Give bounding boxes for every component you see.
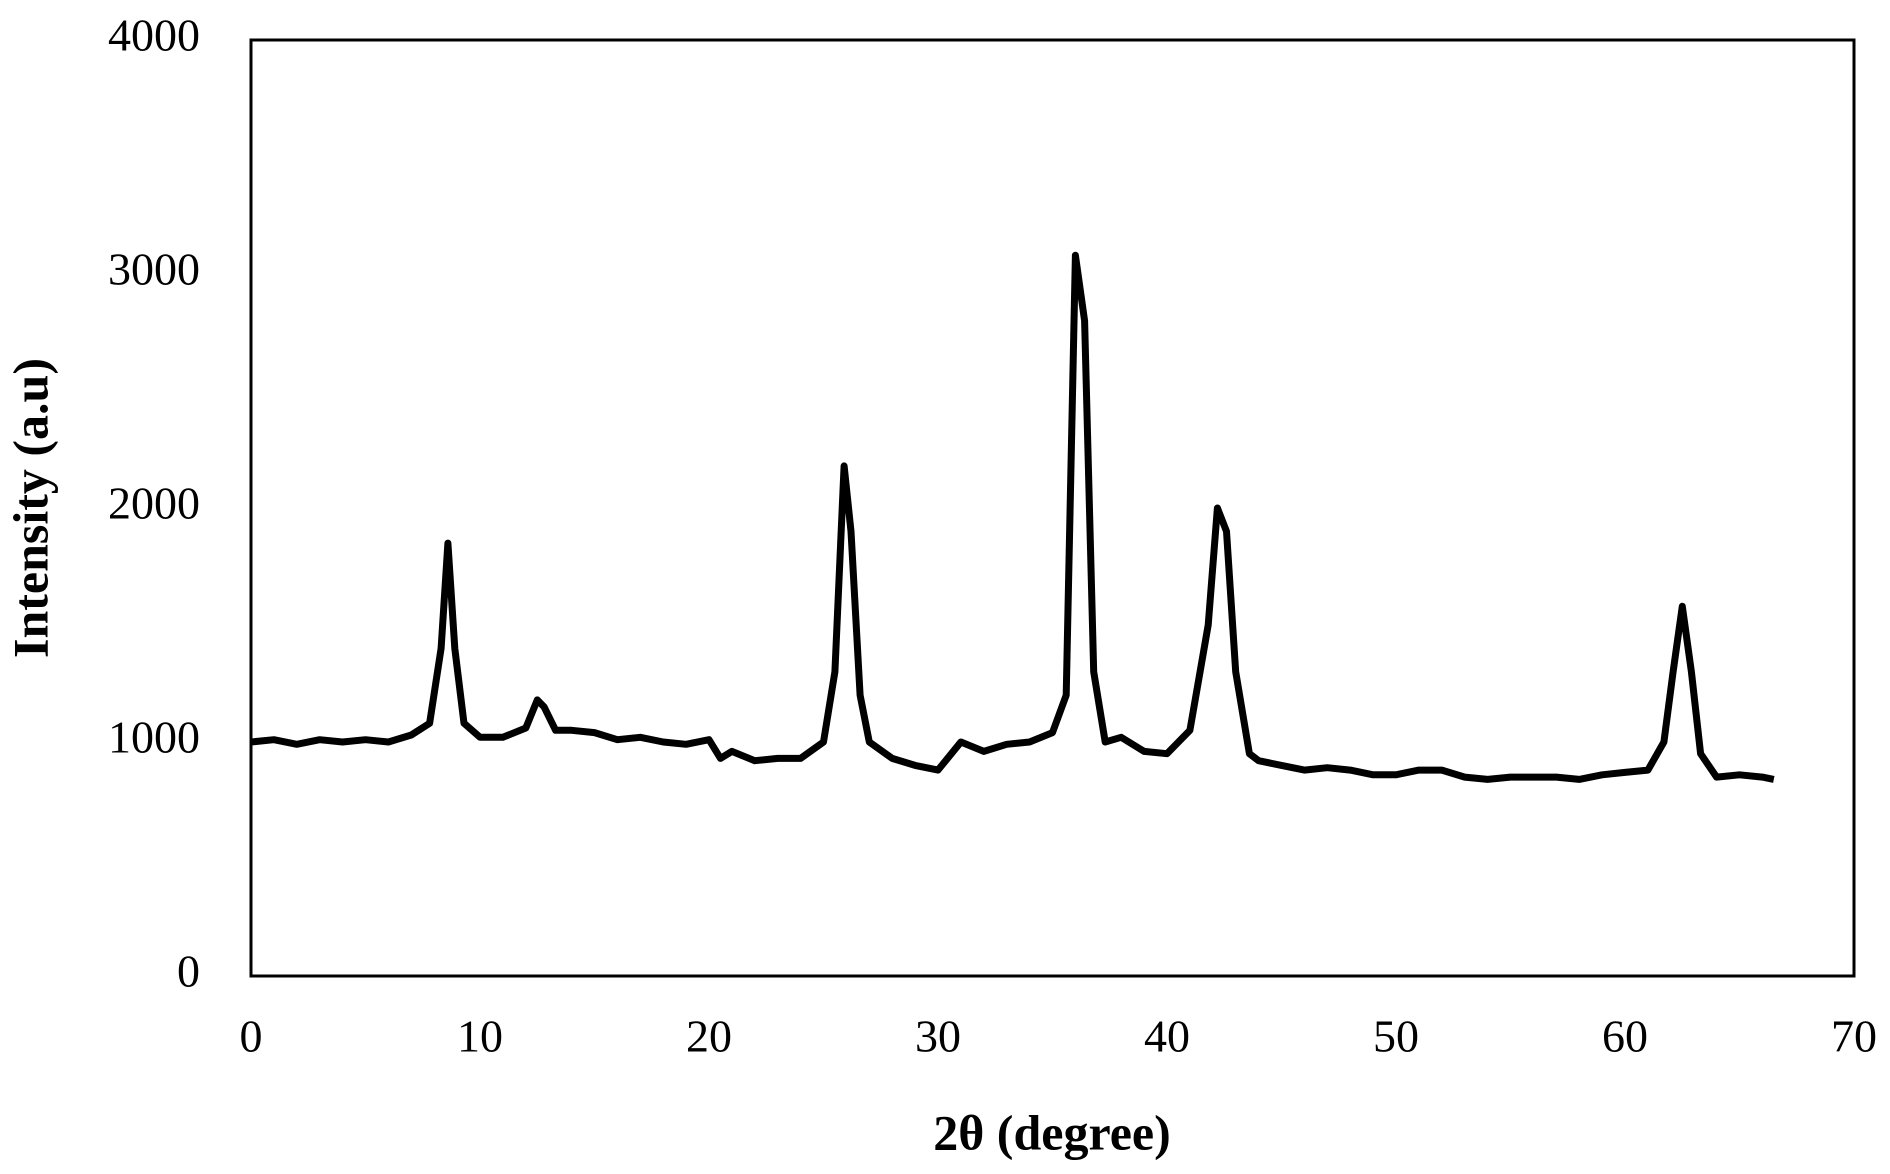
data-line <box>250 251 1775 783</box>
x-tick-label: 10 <box>457 1011 503 1062</box>
x-tick-label: 0 <box>240 1011 263 1062</box>
y-tick-label: 3000 <box>108 244 200 295</box>
y-tick-label: 0 <box>177 946 200 997</box>
y-tick-label: 1000 <box>108 712 200 763</box>
x-tick-label: 70 <box>1831 1011 1877 1062</box>
x-tick-label: 30 <box>915 1011 961 1062</box>
x-axis-title: 2θ (degree) <box>933 1104 1171 1160</box>
y-tick-label: 4000 <box>108 10 200 61</box>
x-tick-label: 20 <box>686 1011 732 1062</box>
x-tick-label: 40 <box>1144 1011 1190 1062</box>
y-axis-title: Intensity (a.u) <box>2 358 58 658</box>
y-tick-label: 2000 <box>108 478 200 529</box>
x-tick-label: 50 <box>1373 1011 1419 1062</box>
x-tick-label: 60 <box>1602 1011 1648 1062</box>
plot-frame <box>249 38 1856 978</box>
